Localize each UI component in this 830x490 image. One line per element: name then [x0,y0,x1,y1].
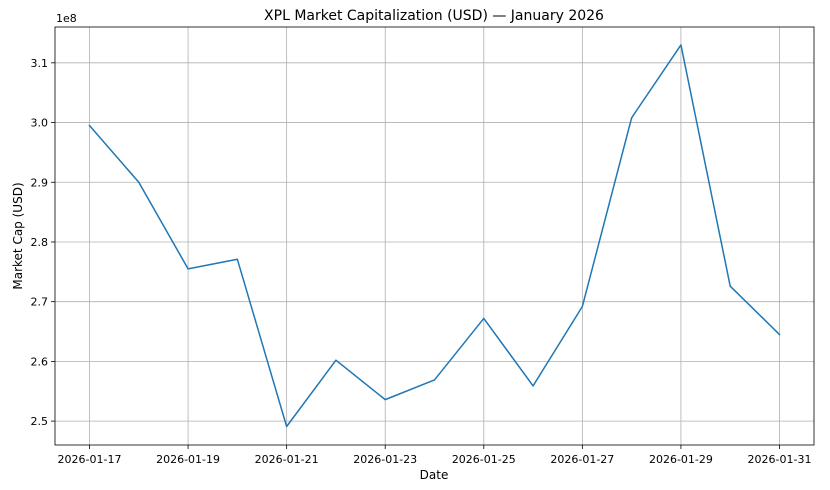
x-tick-label: 2026-01-19 [156,453,220,466]
y-tick-label: 3.1 [31,57,49,70]
x-tick-label: 2026-01-27 [550,453,614,466]
y-offset-label: 1e8 [56,12,77,25]
x-tick-label: 2026-01-31 [748,453,812,466]
y-tick-label: 2.5 [31,415,49,428]
y-tick-label: 2.6 [31,355,49,368]
x-tick-label: 2026-01-23 [353,453,417,466]
axis-ticks: 2026-01-17 2026-01-19 2026-01-21 2026-01-23… [31,57,812,466]
y-tick-label: 2.8 [31,236,49,249]
x-tick-label: 2026-01-17 [58,453,122,466]
x-tick-label: 2026-01-25 [452,453,516,466]
chart-title: XPL Market Capitalization (USD) — Januar… [264,8,604,24]
x-tick-label: 2026-01-21 [255,453,319,466]
y-tick-label: 2.7 [31,296,49,309]
y-tick-label: 2.9 [31,176,49,189]
y-axis-label: Market Cap (USD) [11,182,25,289]
series-layer [88,44,781,428]
y-tick-label: 3.0 [31,117,49,130]
x-axis-label: Date [420,468,449,482]
grid [55,27,814,445]
plot-area-frame [54,26,815,446]
series-line [88,44,781,428]
x-tick-label: 2026-01-29 [649,453,713,466]
